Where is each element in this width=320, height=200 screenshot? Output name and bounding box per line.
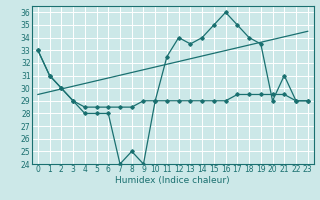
- X-axis label: Humidex (Indice chaleur): Humidex (Indice chaleur): [116, 176, 230, 185]
